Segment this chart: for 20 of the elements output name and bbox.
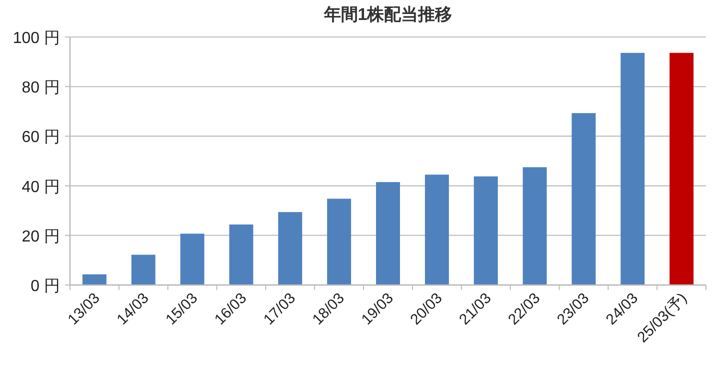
y-tick-label: 60 円	[22, 129, 60, 146]
bar	[376, 182, 400, 285]
bar	[572, 113, 596, 285]
bar	[522, 167, 547, 285]
y-tick-label: 80 円	[22, 80, 60, 97]
bar	[620, 52, 645, 285]
chart-title: 年間1株配当推移	[322, 5, 452, 24]
y-tick-label: 40 円	[22, 178, 60, 196]
bar	[229, 224, 254, 285]
bar	[670, 52, 694, 285]
bar	[82, 274, 106, 285]
bar	[131, 254, 156, 285]
bar	[278, 212, 302, 285]
y-tick-label: 20 円	[22, 228, 60, 246]
bar	[180, 234, 204, 285]
y-tick-label: 100 円	[12, 30, 60, 47]
bar	[327, 198, 352, 285]
bar	[424, 174, 449, 285]
bar	[474, 176, 498, 285]
y-tick-label: 0 円	[30, 278, 60, 295]
